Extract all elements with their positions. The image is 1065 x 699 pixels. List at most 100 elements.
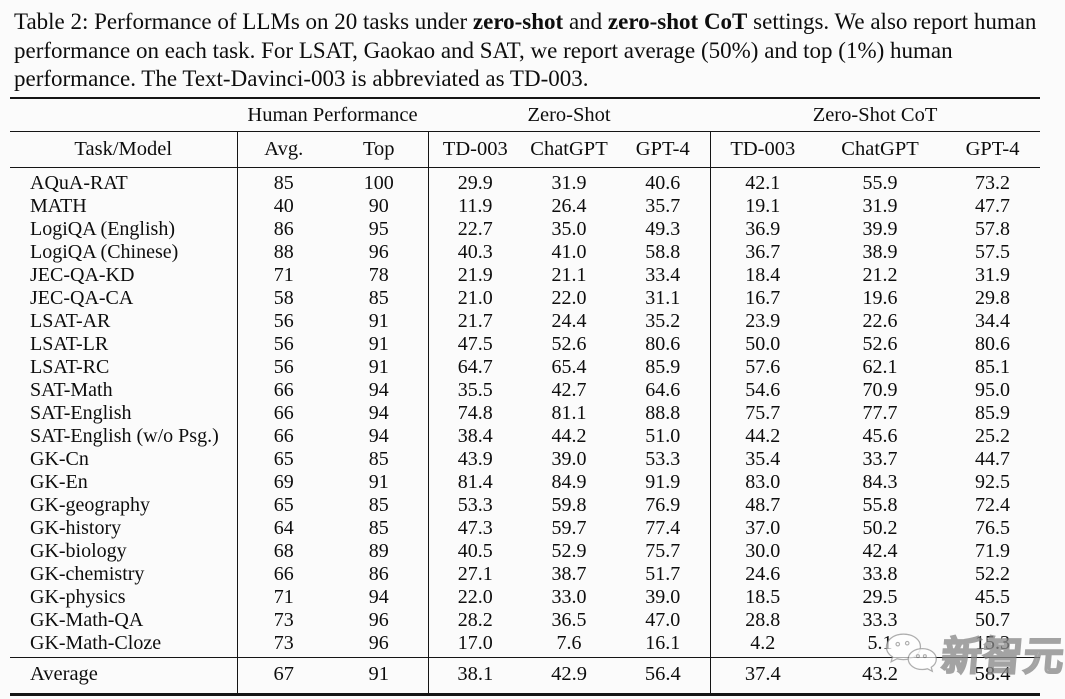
value-cell: 50.2 — [862, 516, 898, 539]
value-cell: 75.7 — [645, 539, 681, 562]
value-cell: 44.7 — [975, 447, 1011, 470]
value-cell: 96 — [368, 608, 389, 631]
value-cell: 78 — [368, 263, 389, 286]
value-cell: 90 — [368, 194, 389, 217]
column-header-row: Task/Model Avg. Top TD-003 ChatGPT GPT-4… — [10, 131, 1041, 168]
value-cell: 36.9 — [709, 217, 816, 241]
average-value: 58.4 — [945, 656, 1041, 696]
col-header-avg: Avg. — [236, 131, 330, 168]
value-cell: 100 — [363, 171, 394, 194]
value-cell: 24.4 — [551, 309, 587, 332]
value-cell: 66 — [236, 401, 330, 425]
value-cell: 4.2 — [709, 631, 816, 657]
value-cell: 69 — [236, 470, 330, 494]
value-cell: 40 — [236, 194, 330, 218]
value-cell: 37.0 — [709, 516, 816, 540]
value-cell: 70.9 — [862, 378, 898, 401]
value-cell: 47.0 — [645, 608, 681, 631]
value-cell: 76.9 — [645, 493, 681, 516]
value-cell: 52.6 — [551, 332, 587, 355]
value-cell: 27.1 — [427, 562, 523, 586]
value-cell: 66 — [236, 562, 330, 586]
task-cell: SAT-English (w/o Psg.) — [30, 424, 219, 447]
value-cell: 22.6 — [862, 309, 898, 332]
value-cell: 38.9 — [862, 240, 898, 263]
value-cell: 57.6 — [709, 355, 816, 379]
column-group-zero-shot-cot: Zero-Shot CoT — [710, 97, 1041, 132]
value-cell: 84.3 — [862, 470, 898, 493]
value-cell: 50.7 — [975, 608, 1011, 631]
value-cell: 92.5 — [975, 470, 1011, 493]
col-header-chatgpt-zeroshot: ChatGPT — [522, 131, 617, 168]
average-value: 38.1 — [427, 656, 523, 696]
value-cell: 53.3 — [645, 447, 681, 470]
value-cell: 47.5 — [427, 332, 523, 356]
value-cell: 44.2 — [709, 424, 816, 448]
value-cell: 85 — [368, 447, 389, 470]
value-cell: 56 — [236, 355, 330, 379]
value-cell: 71.9 — [975, 539, 1011, 562]
task-cell: LSAT-RC — [30, 355, 110, 378]
value-cell: 66 — [236, 424, 330, 448]
value-cell: 85.1 — [975, 355, 1011, 378]
value-cell: 75.7 — [709, 401, 816, 425]
col-header-gpt4-cot: GPT-4 — [945, 131, 1041, 168]
value-cell: 45.6 — [862, 424, 898, 447]
value-cell: 31.9 — [862, 194, 898, 217]
value-cell: 19.6 — [862, 286, 898, 309]
value-cell: 33.3 — [862, 608, 898, 631]
value-cell: 88 — [236, 240, 330, 264]
table-row: GK-chemistry 66 86 27.1 38.7 51.7 24.6 33.8 52.2 — [10, 562, 1040, 586]
value-cell: 16.1 — [645, 631, 681, 654]
value-cell: 95.0 — [975, 378, 1011, 401]
value-cell: 39.0 — [551, 447, 587, 470]
value-cell: 31.9 — [975, 263, 1011, 286]
value-cell: 62.1 — [862, 355, 898, 378]
table-row: LSAT-RC 56 91 64.7 65.4 85.9 57.6 62.1 85.1 — [10, 355, 1040, 379]
value-cell: 71 — [236, 585, 330, 609]
value-cell: 64.6 — [645, 378, 681, 401]
value-cell: 48.7 — [709, 493, 816, 517]
value-cell: 77.4 — [645, 516, 681, 539]
value-cell: 51.7 — [645, 562, 681, 585]
value-cell: 22.0 — [427, 585, 523, 609]
value-cell: 39.0 — [645, 585, 681, 608]
value-cell: 29.8 — [975, 286, 1011, 309]
task-cell: LSAT-AR — [30, 309, 111, 332]
value-cell: 40.6 — [645, 171, 681, 194]
value-cell: 35.5 — [427, 378, 523, 402]
col-header-td003-cot: TD-003 — [709, 131, 816, 168]
table-row: GK-physics 71 94 22.0 33.0 39.0 18.5 29.5 45.5 — [10, 585, 1040, 609]
value-cell: 58.8 — [645, 240, 681, 263]
value-cell: 68 — [236, 539, 330, 563]
value-cell: 59.7 — [551, 516, 587, 539]
value-cell: 91 — [368, 355, 389, 378]
task-cell: SAT-English — [30, 401, 132, 424]
value-cell: 38.4 — [427, 424, 523, 448]
task-cell: GK-chemistry — [30, 562, 145, 585]
value-cell: 64 — [236, 516, 330, 540]
value-cell: 33.4 — [645, 263, 681, 286]
table-caption: Table 2: Performance of LLMs on 20 tasks… — [0, 0, 1065, 94]
task-cell: JEC-QA-CA — [30, 286, 134, 309]
average-value: 56.4 — [616, 656, 711, 696]
value-cell: 35.0 — [551, 217, 587, 240]
value-cell: 23.9 — [709, 309, 816, 333]
task-cell: GK-En — [30, 470, 88, 493]
task-cell: LSAT-LR — [30, 332, 109, 355]
value-cell: 91 — [368, 309, 389, 332]
value-cell: 73 — [236, 631, 330, 657]
task-cell: GK-Math-QA — [30, 608, 144, 631]
value-cell: 73 — [236, 608, 330, 632]
table-row: LogiQA (Chinese) 88 96 40.3 41.0 58.8 36.7 38.9… — [10, 240, 1040, 264]
value-cell: 57.5 — [975, 240, 1011, 263]
value-cell: 52.9 — [551, 539, 587, 562]
task-cell: SAT-Math — [30, 378, 113, 401]
value-cell: 38.7 — [551, 562, 587, 585]
caption-part-2: and — [563, 9, 608, 34]
value-cell: 85 — [368, 516, 389, 539]
value-cell: 65 — [236, 447, 330, 471]
caption-bold-zero-shot: zero-shot — [472, 9, 564, 34]
task-cell: GK-Math-Cloze — [30, 631, 162, 654]
value-cell: 91 — [368, 332, 389, 355]
